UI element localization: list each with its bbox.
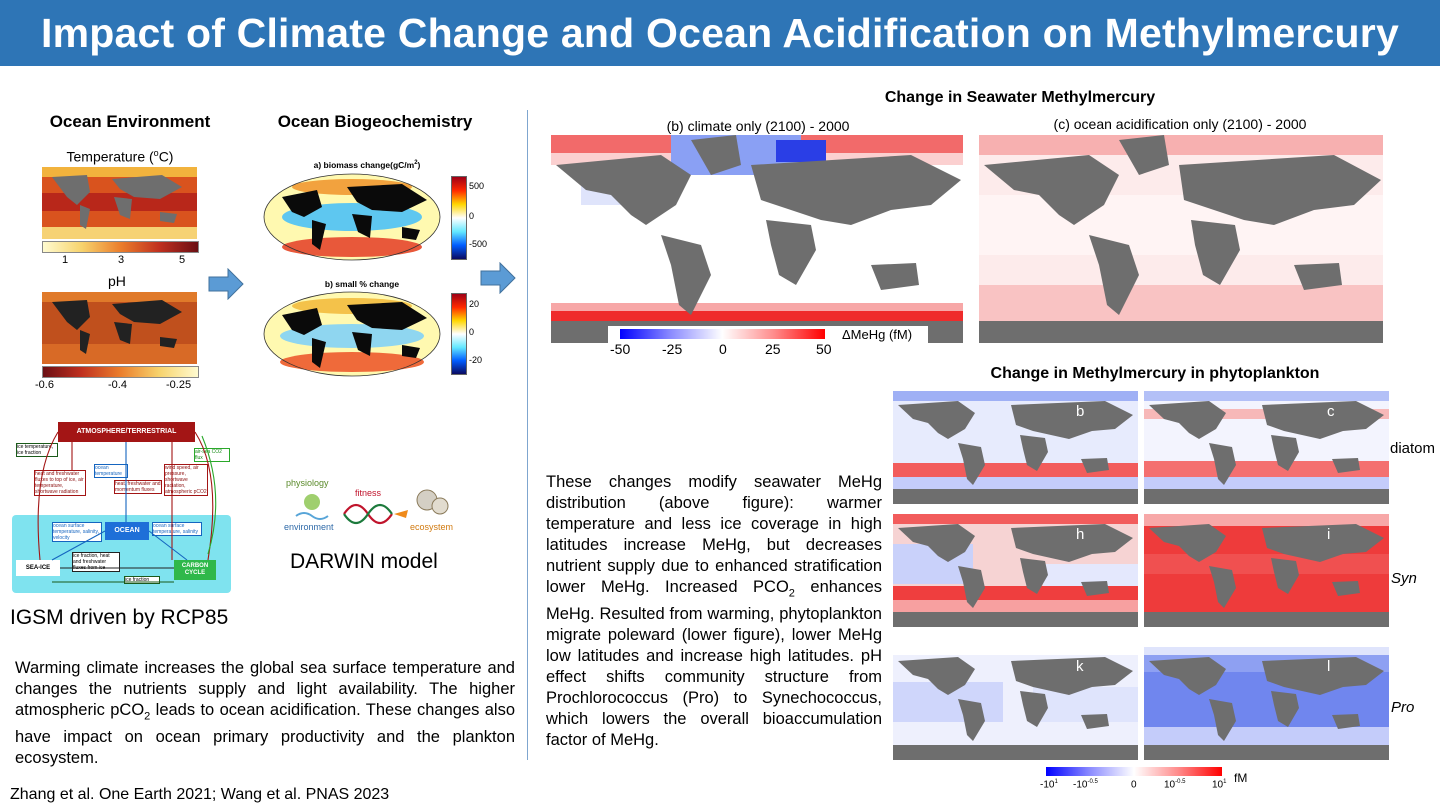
sea-ice-box: SEA-ICE — [16, 560, 60, 576]
biomass-change-map — [263, 173, 441, 261]
seawater-panel-b-title: (b) climate only (2100) - 2000 — [666, 118, 850, 134]
column-divider — [527, 110, 528, 760]
seawater-tick: 25 — [765, 341, 781, 357]
biomass-tick: 500 — [469, 181, 485, 191]
phyto-tick: 10-0.5 — [1164, 779, 1186, 791]
small-change-label: b) small % change — [324, 279, 400, 289]
citation: Zhang et al. One Earth 2021; Wang et al.… — [10, 786, 390, 803]
temperature-label: Temperature (oC) — [66, 148, 174, 165]
ph-map — [42, 292, 197, 364]
phyto-map-syn-climate — [893, 514, 1138, 627]
seawater-tick: 50 — [816, 341, 832, 357]
ocean-biogeochemistry-heading: Ocean Biogeochemistry — [277, 112, 473, 131]
phyto-map-syn-acid — [1144, 514, 1389, 627]
panel-letter: c — [1327, 403, 1335, 420]
panel-letter: b — [1076, 403, 1085, 420]
ocean-surface-left-note: ocean surface temperature, salinity, vel… — [52, 522, 102, 542]
wind-speed-note: wind speed, air pressure, shortwave radi… — [164, 464, 208, 496]
phyto-tick: 101 — [1212, 779, 1227, 791]
small-change-tick: -20 — [469, 355, 483, 365]
ecosystem-label: ecosystem — [410, 522, 454, 532]
carbon-cycle-box: CARBON CYCLE — [174, 560, 216, 580]
ocean-environment-heading: Ocean Environment — [49, 112, 211, 131]
temp-tick: 3 — [118, 254, 125, 266]
seawater-climate-map — [551, 135, 963, 343]
ph-tick: -0.6 — [35, 379, 54, 391]
temperature-colorbar — [42, 241, 199, 253]
phyto-map-grid: b c h i k — [893, 391, 1389, 761]
darwin-helix-icon — [295, 489, 449, 525]
seawater-heading: Change in Seawater Methylmercury — [884, 89, 1156, 106]
small-change-tick: 20 — [469, 299, 480, 309]
ocean-temperature-note: ocean temperature — [94, 464, 128, 478]
phyto-map-pro-climate — [893, 647, 1138, 760]
seawater-tick: 0 — [719, 341, 727, 357]
biomass-tick: -500 — [469, 239, 488, 249]
temp-tick: 5 — [179, 254, 186, 266]
phyto-tick: -10-0.5 — [1073, 779, 1098, 791]
temp-tick: 1 — [62, 254, 69, 266]
phyto-heading: Change in Methylmercury in phytoplankton — [990, 365, 1320, 382]
phyto-map-diatom-climate — [893, 391, 1138, 504]
darwin-graphic: physiology fitness environment ecosystem — [282, 474, 462, 544]
airsea-flux-note: air-sea CO2 flux — [194, 448, 230, 462]
ph-tick: -0.25 — [166, 379, 192, 391]
physiology-label: physiology — [286, 478, 329, 488]
ph-colorbar — [42, 366, 199, 378]
title-banner: Impact of Climate Change and Ocean Acidi… — [0, 0, 1440, 66]
heat-freshwater-note: heat and freshwater fluxes to top of ice… — [34, 470, 86, 496]
phyto-map-diatom-acid — [1144, 391, 1389, 504]
row-label-diatom: diatom — [1390, 440, 1436, 457]
right-summary-paragraph: These changes modify seawater MeHg distr… — [546, 473, 882, 750]
seawater-panel-c-title: (c) ocean acidification only (2100) - 20… — [1053, 116, 1307, 132]
panel-letter: h — [1076, 526, 1085, 543]
row-label-pro: Pro — [1391, 699, 1415, 716]
seawater-tick: -50 — [610, 341, 631, 357]
panel-letter: l — [1327, 658, 1331, 675]
igsm-diagram: ATMOSPHERE/TERRESTRIAL ice temperature, … — [12, 414, 231, 594]
page-title: Impact of Climate Change and Ocean Acidi… — [41, 10, 1399, 56]
phyto-map-pro-acid — [1144, 647, 1389, 760]
biomass-colorbar — [451, 176, 467, 260]
panel-letter: i — [1327, 526, 1331, 543]
small-change-map — [263, 291, 441, 377]
phyto-colorbar-unit: fM — [1234, 771, 1248, 785]
environment-label: environment — [284, 522, 334, 532]
fitness-label: fitness — [355, 488, 382, 498]
igsm-flow-arrows — [37, 431, 217, 583]
small-change-tick: 0 — [469, 327, 475, 337]
panel-letter: k — [1076, 658, 1084, 675]
row-label-syn: Syn — [1391, 570, 1417, 587]
darwin-caption: DARWIN model — [290, 550, 438, 573]
ice-fraction-note: ice fraction — [124, 576, 160, 584]
left-summary-paragraph: Warming climate increases the global sea… — [15, 659, 515, 768]
ph-label: pH — [108, 273, 126, 289]
arrow-right-icon — [208, 268, 244, 300]
igsm-caption: IGSM driven by RCP85 — [10, 606, 229, 629]
phyto-tick: -101 — [1040, 779, 1058, 791]
atmosphere-box: ATMOSPHERE/TERRESTRIAL — [58, 422, 195, 442]
temperature-map — [42, 167, 197, 239]
biomass-tick: 0 — [469, 211, 475, 221]
phyto-tick: 0 — [1131, 779, 1137, 791]
ocean-box: OCEAN — [105, 522, 149, 540]
small-change-colorbar — [451, 293, 467, 375]
phyto-colorbar — [1046, 767, 1222, 776]
biomass-change-label: a) biomass change(gC/m2) — [313, 160, 421, 170]
arrow-right-icon — [480, 262, 516, 294]
ocean-surface-right-note: ocean surface temperature, salinity — [152, 522, 202, 536]
ph-tick: -0.4 — [108, 379, 127, 391]
seawater-colorbar — [620, 329, 825, 339]
seawater-acidification-map — [979, 135, 1383, 343]
seawater-tick: -25 — [662, 341, 683, 357]
seawater-colorbar-label: ΔMeHg (fM) — [842, 327, 913, 342]
